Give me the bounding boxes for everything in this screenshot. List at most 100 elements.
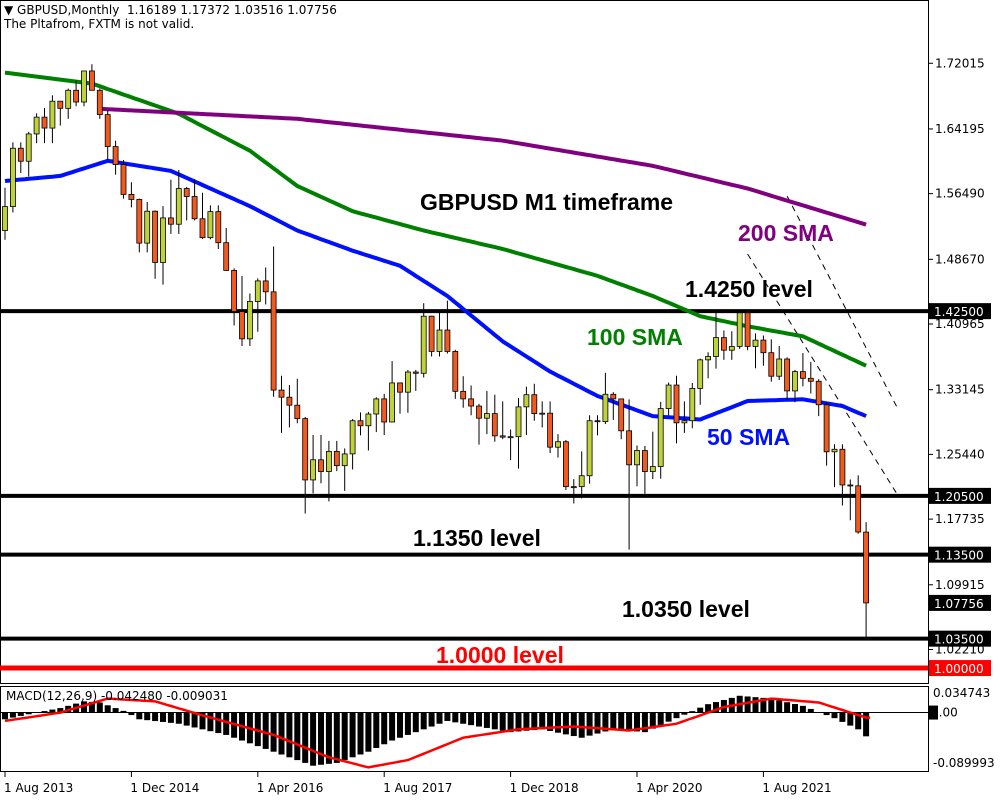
candle [752,333,759,369]
candle-body [341,453,348,467]
candle-body [468,398,475,407]
macd-histogram-bar [436,712,443,724]
macd-histogram-bar [649,712,656,729]
y-tick-label: 1.64195 [935,122,985,136]
x-tick-label: 1 Dec 2014 [130,781,199,795]
collapse-triangle-icon[interactable]: ▼ [4,3,18,17]
candle-body [2,206,8,231]
macd-histogram-bar [160,712,166,722]
candle-body [17,147,24,162]
level-1135-label: 1.1350 level [413,525,541,551]
macd-histogram-bar [776,700,783,713]
candle [183,186,190,221]
macd-histogram-bar [673,712,680,719]
candle [215,205,222,249]
macd-histogram-bar [294,712,301,761]
sma100-label: 100 SMA [587,324,683,350]
macd-histogram-bar [523,712,530,731]
candle [389,361,396,423]
macd-histogram-bar [120,710,127,713]
macd-histogram-bar [807,708,814,713]
y-tick-label: 1.25440 [935,447,985,461]
price-tag-box [929,630,991,647]
candle [855,475,862,534]
candle-body [507,436,514,439]
macd-histogram-bar [657,712,664,726]
candle-body [381,398,388,423]
100-sma-line [4,70,867,368]
candle [223,228,230,271]
macd-histogram-bar [713,702,719,713]
candle [555,434,561,458]
candle-body [357,420,364,427]
y-tick-label: 1.40965 [935,317,985,331]
candle-body [649,466,656,472]
macd-histogram-bar [152,712,159,722]
candle [381,393,388,436]
candle [831,444,838,488]
macd-histogram-bar [768,698,775,713]
y-tick-label: 1.56490 [935,187,985,201]
candle-body [33,116,40,135]
candle [231,268,238,326]
macd-histogram-bar [389,712,396,741]
candle [246,293,253,346]
candle [784,357,790,400]
candle-body [476,405,482,419]
candle [649,431,656,480]
candle [452,349,459,399]
candle [689,382,696,429]
candle-body [412,371,419,374]
candle-body [223,242,230,271]
macd-histogram-bar [9,712,16,718]
macd-histogram-bar [626,712,633,731]
macd-histogram-bar [491,712,498,730]
y-tick-label: 1.72015 [935,56,985,70]
macd-histogram-bar [144,712,151,721]
macd-histogram-bar [310,712,317,766]
candle-body [333,450,340,467]
candle-body [539,412,546,415]
macd-histogram-bar [373,712,380,748]
candle-body [523,394,530,408]
macd-histogram-bar [476,712,482,727]
macd-histogram-bar [112,708,119,713]
candle-body [25,133,32,162]
macd-histogram-bar [215,712,222,734]
macd-histogram-bar [412,712,419,733]
candle [112,140,119,175]
candle [776,345,783,380]
200-sma-line [99,106,867,227]
macd-zero-tag [929,705,938,720]
candle-body [428,315,435,352]
candle-body [112,146,119,165]
candle [507,429,514,461]
candle-body [302,418,309,481]
macd-histogram-bar [555,712,561,733]
candle [191,179,198,221]
candle [657,401,664,479]
macd-histogram-bar [799,705,806,713]
macd-histogram-bar [823,712,830,716]
candle-body [278,389,285,398]
candle-body [65,89,72,109]
y-tick-label: 1.48670 [935,252,985,266]
candle [270,246,277,397]
candle [602,372,609,425]
candle [570,479,577,504]
macd-y-tick-label: -0.089993 [933,756,995,770]
candle [586,415,593,484]
macd-histogram-bar [539,712,546,730]
candle [175,170,182,234]
candle [665,382,672,416]
x-tick-label: 1 Aug 2013 [4,781,73,795]
macd-histogram-bar [199,712,206,730]
candle-body [207,211,214,239]
macd-histogram-bar [507,712,514,733]
candle-body [365,413,372,427]
candle-body [831,448,838,453]
macd-histogram-bar [863,712,870,737]
candle-body [420,315,427,374]
candle [744,311,751,351]
macd-histogram-bar [792,704,798,713]
